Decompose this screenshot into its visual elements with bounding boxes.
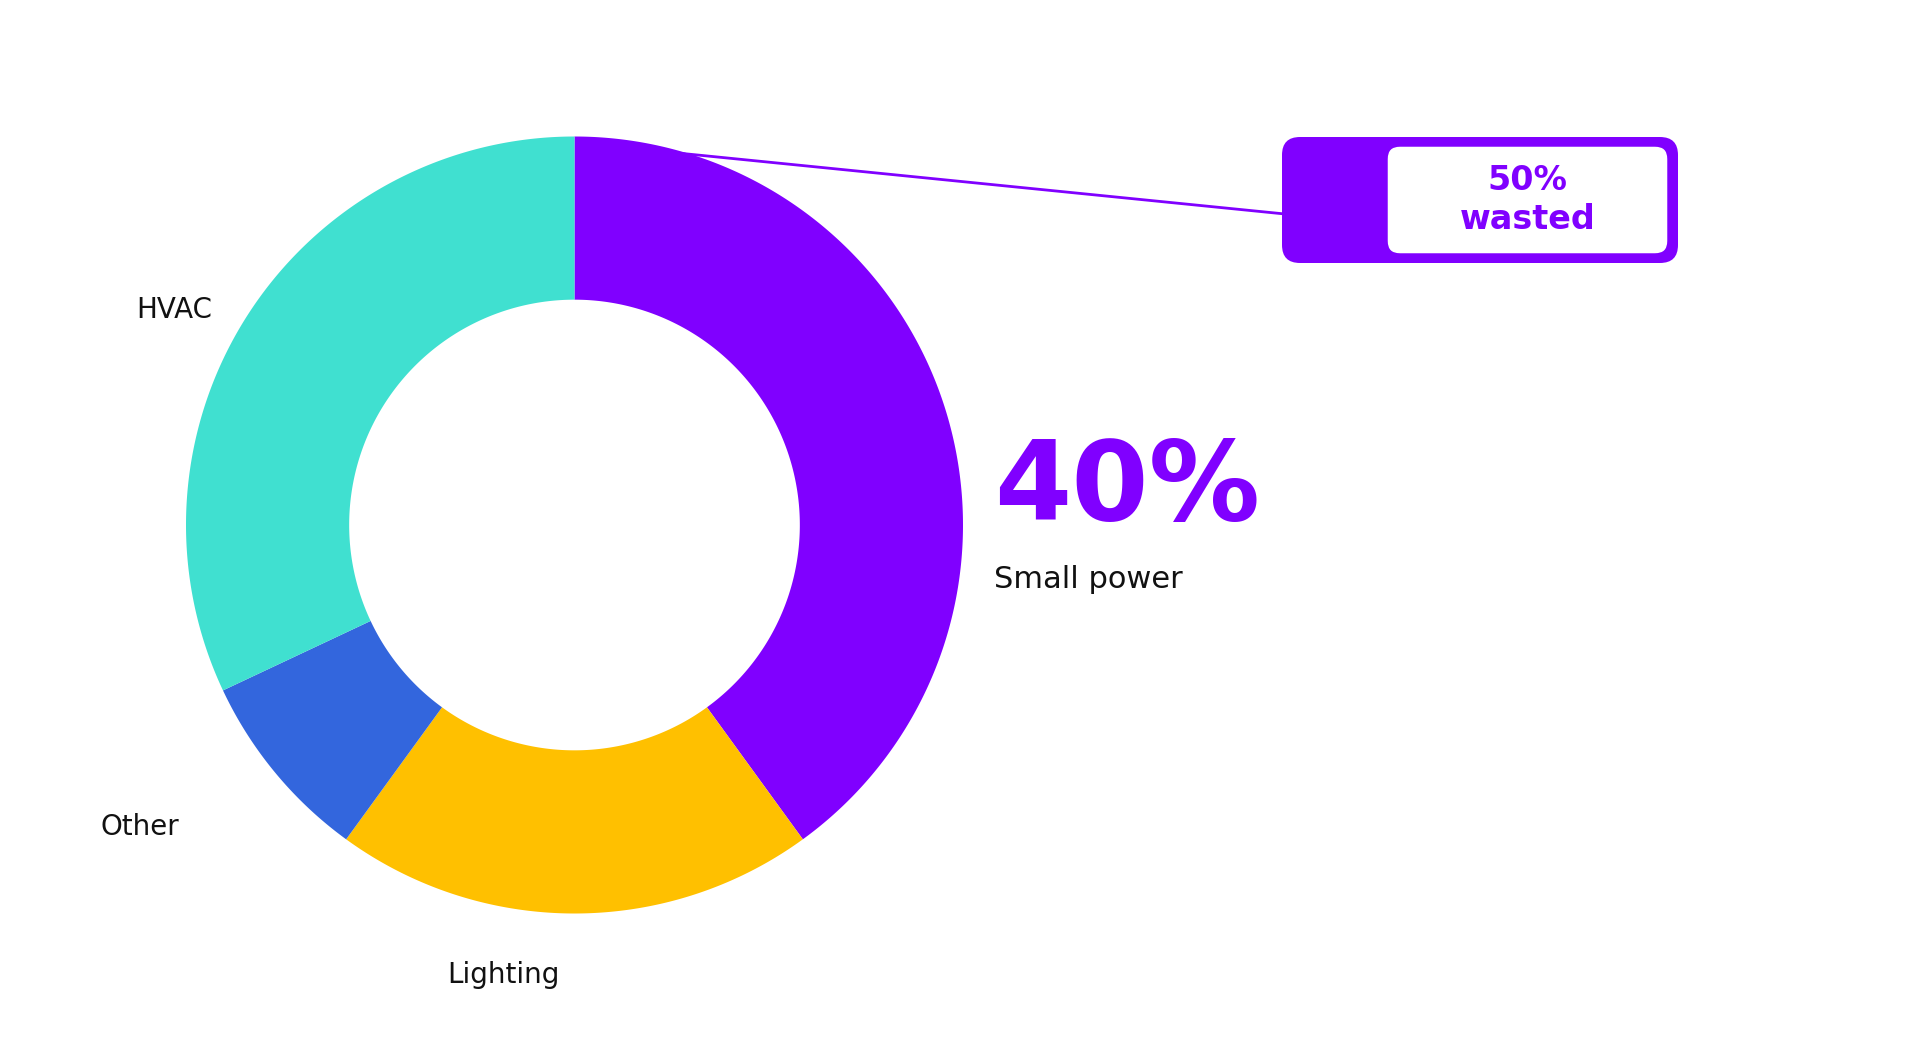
Polygon shape: [346, 708, 802, 914]
Polygon shape: [222, 621, 442, 839]
Text: 50%
wasted: 50% wasted: [1458, 165, 1594, 235]
FancyBboxPatch shape: [1280, 136, 1677, 262]
Text: Small power: Small power: [993, 566, 1183, 594]
Text: HVAC: HVAC: [136, 296, 212, 324]
Text: Lighting: Lighting: [446, 961, 559, 989]
Polygon shape: [186, 136, 574, 691]
FancyBboxPatch shape: [1386, 145, 1669, 255]
Polygon shape: [574, 136, 963, 839]
Text: Other: Other: [101, 813, 180, 841]
Text: 40%: 40%: [993, 437, 1259, 544]
